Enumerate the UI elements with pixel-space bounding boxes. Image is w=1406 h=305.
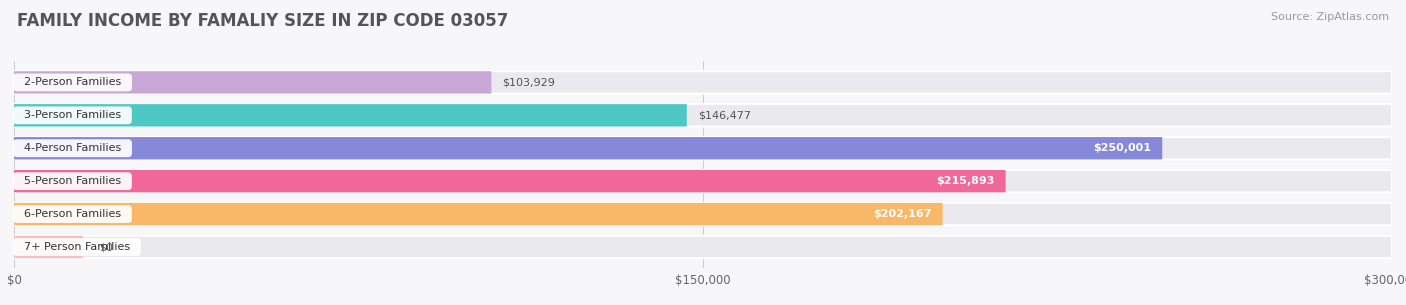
FancyBboxPatch shape <box>14 170 1005 192</box>
Text: 2-Person Families: 2-Person Families <box>17 77 128 88</box>
Text: 3-Person Families: 3-Person Families <box>17 110 128 120</box>
Text: 6-Person Families: 6-Person Families <box>17 209 128 219</box>
Text: $103,929: $103,929 <box>502 77 555 88</box>
Text: 7+ Person Families: 7+ Person Families <box>17 242 136 252</box>
FancyBboxPatch shape <box>14 170 1392 192</box>
FancyBboxPatch shape <box>14 71 492 94</box>
Text: $202,167: $202,167 <box>873 209 932 219</box>
FancyBboxPatch shape <box>14 137 1392 160</box>
FancyBboxPatch shape <box>14 104 1392 127</box>
Text: 5-Person Families: 5-Person Families <box>17 176 128 186</box>
FancyBboxPatch shape <box>14 236 1392 258</box>
Text: $146,477: $146,477 <box>697 110 751 120</box>
Text: 4-Person Families: 4-Person Families <box>17 143 128 153</box>
Text: $0: $0 <box>100 242 114 252</box>
FancyBboxPatch shape <box>14 104 686 127</box>
Text: $215,893: $215,893 <box>936 176 994 186</box>
FancyBboxPatch shape <box>14 71 1392 94</box>
Text: $250,001: $250,001 <box>1094 143 1152 153</box>
FancyBboxPatch shape <box>14 203 942 225</box>
Text: Source: ZipAtlas.com: Source: ZipAtlas.com <box>1271 12 1389 22</box>
FancyBboxPatch shape <box>14 137 1163 160</box>
Text: FAMILY INCOME BY FAMALIY SIZE IN ZIP CODE 03057: FAMILY INCOME BY FAMALIY SIZE IN ZIP COD… <box>17 12 508 30</box>
FancyBboxPatch shape <box>14 203 1392 225</box>
FancyBboxPatch shape <box>14 236 83 258</box>
